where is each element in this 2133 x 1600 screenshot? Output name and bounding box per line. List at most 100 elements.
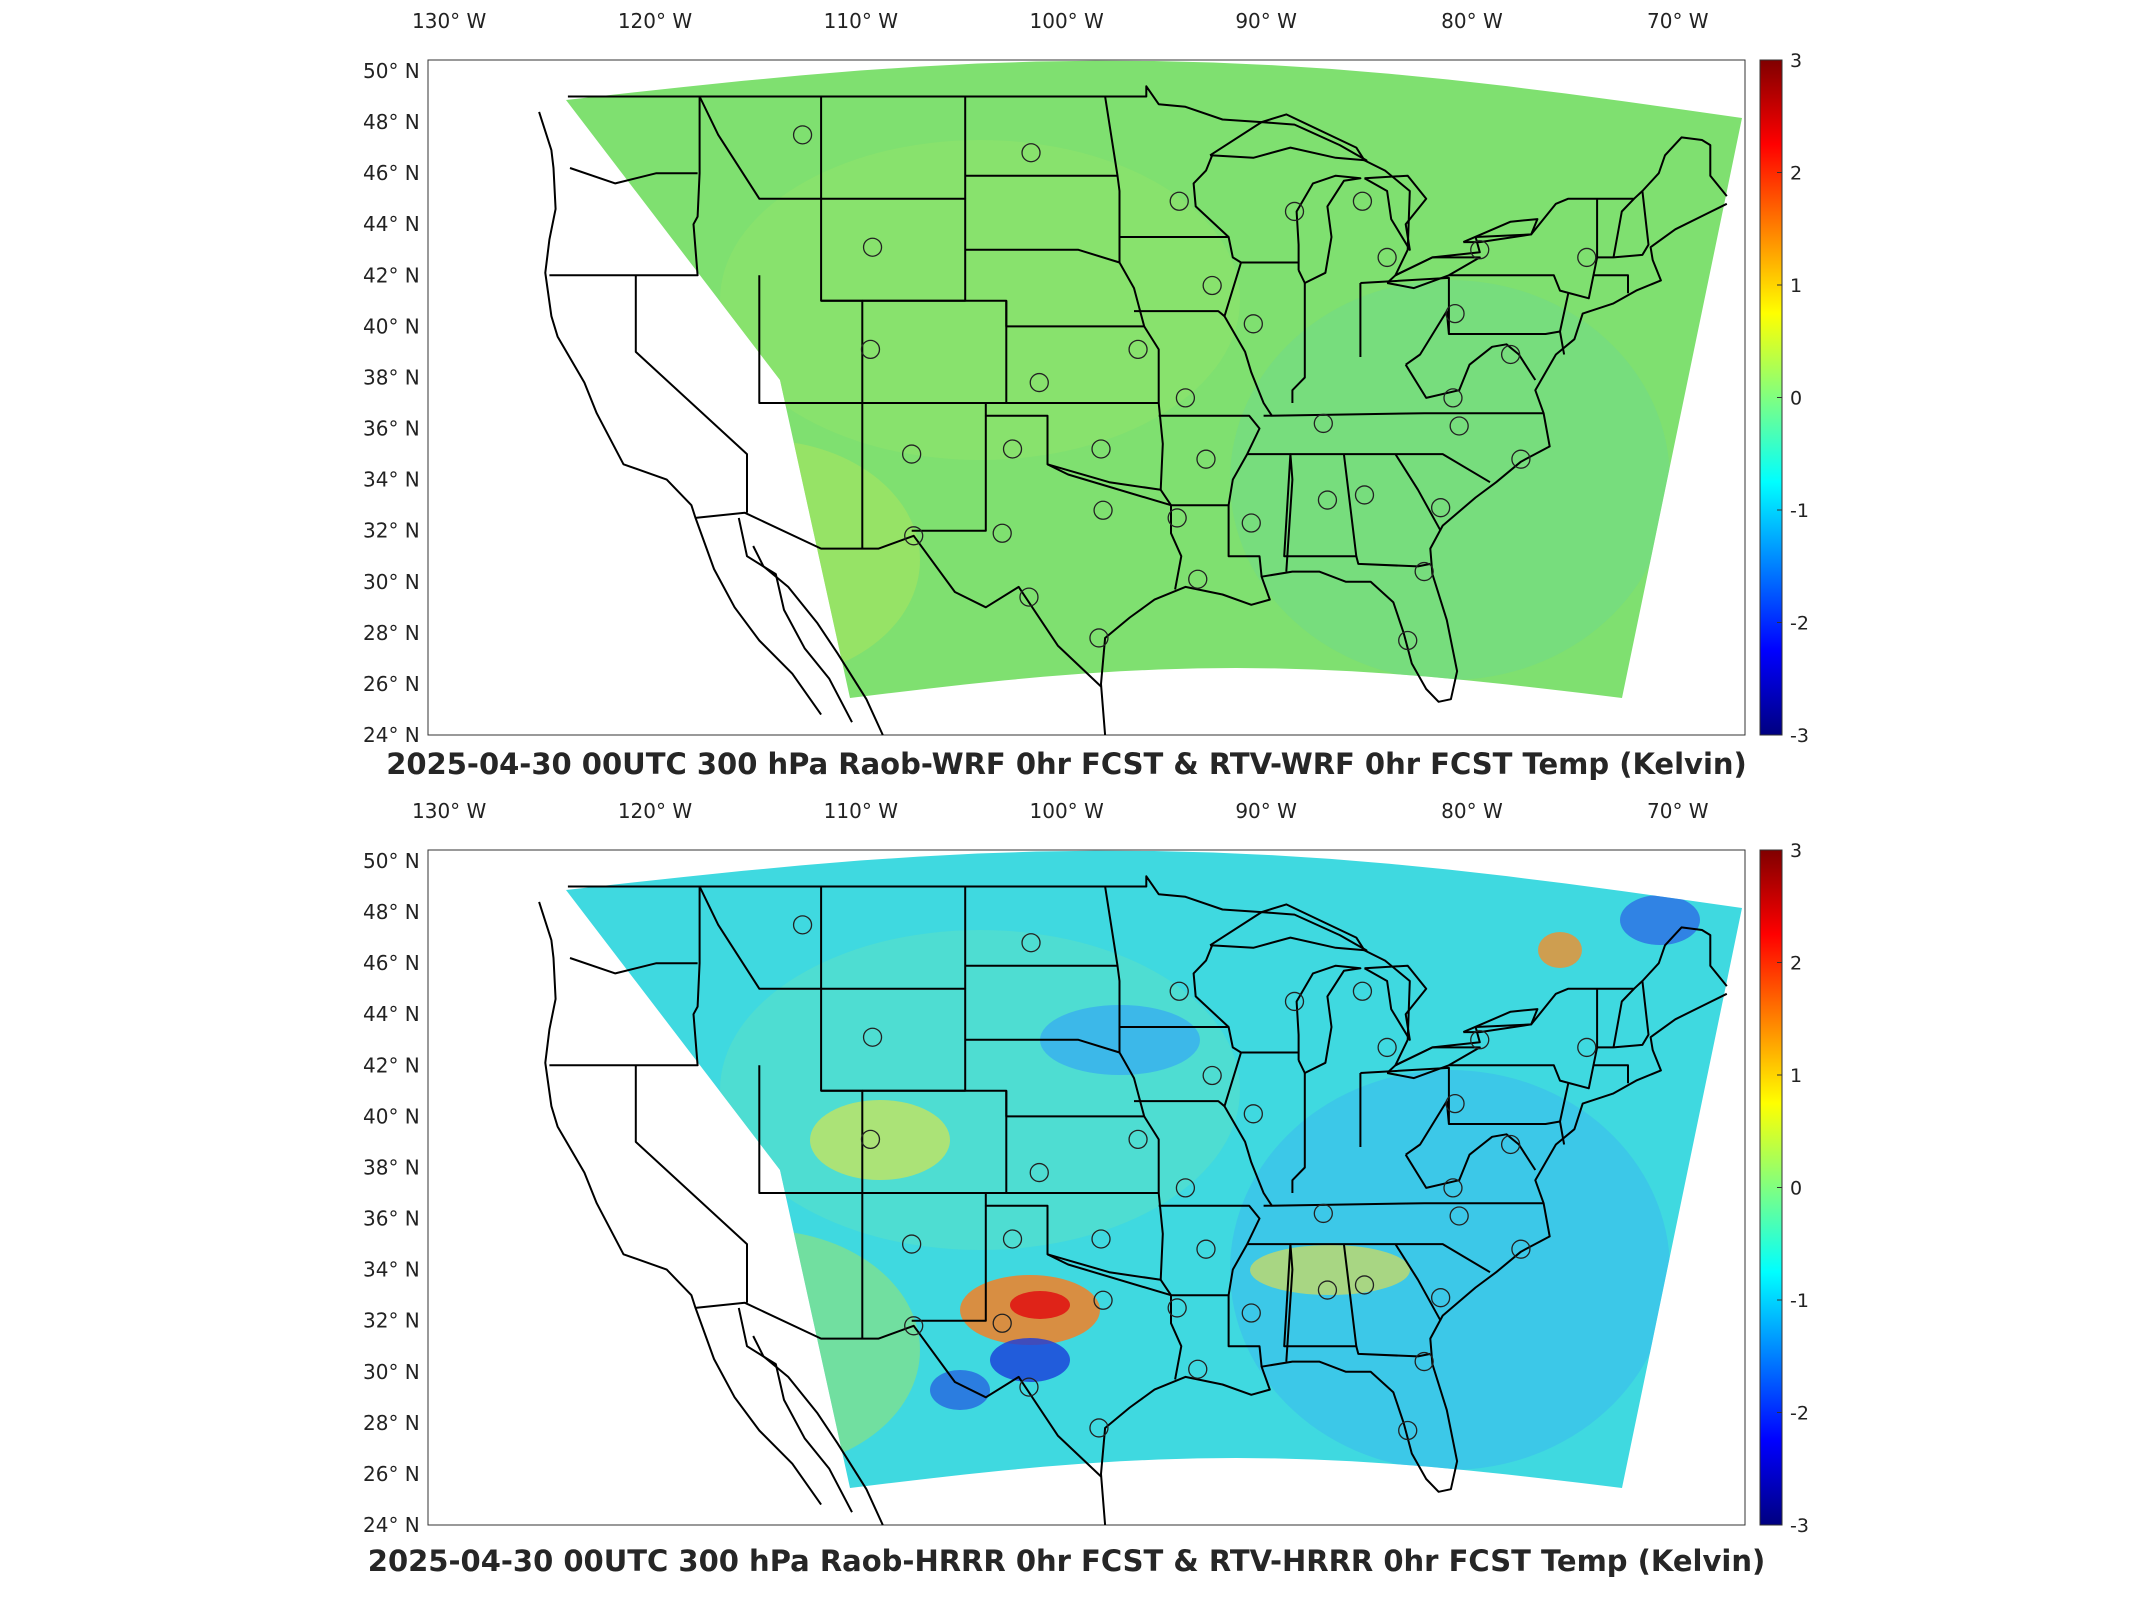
state-border: [1360, 1066, 1450, 1156]
state-border: [862, 1089, 1008, 1194]
raob-station-marker: [1430, 498, 1451, 518]
great-lake: [1364, 964, 1428, 1041]
great-lake: [1462, 1008, 1539, 1034]
raob-station-marker: [902, 444, 922, 464]
baja-coastline: [752, 1335, 884, 1526]
raob-station-marker: [1175, 1178, 1196, 1198]
map-panel-hrrr: 130° W 120° W 110° W 100° W 90° W 80° W 70° W 5…: [0, 790, 2133, 1600]
state-border: [984, 1192, 1164, 1281]
colorbar-tick-label: 2: [1790, 953, 1802, 975]
raob-station-marker: [792, 125, 813, 145]
colorbar-tick-label: -2: [1790, 613, 1809, 635]
lat-tick-label: 24° N: [363, 723, 420, 747]
lat-tick-label: 28° N: [363, 621, 420, 645]
east-coastline: [1100, 992, 1728, 1526]
raob-station-marker: [1169, 981, 1189, 1001]
great-lake: [1462, 218, 1539, 244]
colorbar-tick-label: 3: [1790, 50, 1802, 72]
state-border: [965, 886, 1121, 1054]
baja-coastline: [752, 545, 884, 736]
raob-station-marker: [860, 1129, 881, 1150]
raob-station-marker: [792, 915, 813, 935]
state-border: [1593, 274, 1629, 294]
lat-tick-label: 34° N: [363, 1258, 420, 1282]
lon-tick-label: 70° W: [1647, 799, 1709, 823]
state-border: [1355, 1345, 1431, 1358]
mexico-border: [695, 511, 1102, 688]
raob-station-marker: [1354, 485, 1375, 505]
raob-station-marker: [1443, 388, 1463, 408]
great-lake: [1295, 964, 1362, 1074]
lat-tick-label: 48° N: [363, 900, 420, 924]
state-border: [1612, 988, 1635, 1048]
raob-station-marker: [862, 1027, 883, 1047]
lat-tick-label: 46° N: [363, 951, 420, 975]
state-border: [1119, 1026, 1242, 1108]
lon-tick-label: 100° W: [1030, 9, 1105, 33]
state-border: [698, 96, 823, 200]
lon-tick-label: 130° W: [412, 9, 487, 33]
map-panel-wrf: 130° W 120° W 110° W 100° W 90° W 80° W 70° W 5…: [0, 0, 2133, 790]
raob-station-marker: [1449, 416, 1469, 436]
lon-tick-label: 90° W: [1235, 799, 1297, 823]
state-border: [1192, 154, 1230, 238]
state-border: [1291, 1073, 1306, 1193]
raob-station-marker: [992, 523, 1012, 543]
state-border: [1394, 1243, 1442, 1322]
raob-station-marker: [1021, 143, 1041, 163]
lat-tick-label: 26° N: [363, 1462, 420, 1486]
raob-station-marker: [1241, 513, 1261, 533]
state-border: [1448, 198, 1599, 300]
lat-tick-label: 24° N: [363, 1513, 420, 1537]
state-border: [1448, 988, 1599, 1090]
lat-tick-label: 50° N: [363, 59, 420, 83]
raob-station-marker: [1470, 1030, 1490, 1050]
state-border: [911, 415, 987, 532]
raob-station-marker: [1029, 372, 1049, 393]
raob-station-marker: [1196, 1239, 1216, 1259]
lat-tick-label: 32° N: [363, 1309, 420, 1333]
raob-station-marker: [1284, 991, 1305, 1012]
state-border: [1159, 1279, 1263, 1367]
lat-tick-label: 36° N: [363, 1207, 420, 1231]
state-border: [1006, 1115, 1160, 1194]
map-svg-hrrr: 130° W 120° W 110° W 100° W 90° W 80° W 70° W 5…: [363, 799, 1809, 1537]
raob-station-marker: [1091, 1229, 1111, 1249]
lon-tick-label: 80° W: [1441, 9, 1503, 33]
raob-station-marker: [860, 339, 881, 360]
raob-station-marker: [1577, 1037, 1597, 1058]
state-border: [634, 1065, 748, 1303]
raob-station-marker: [904, 526, 924, 546]
great-lake: [1386, 256, 1481, 290]
state-border: [698, 886, 823, 990]
state-border: [1559, 292, 1570, 355]
lon-tick-label: 110° W: [824, 9, 899, 33]
mexico-border: [695, 1301, 1102, 1478]
lat-tick-label: 38° N: [363, 1155, 420, 1179]
field-patch: [1230, 280, 1670, 680]
state-border: [1119, 236, 1242, 318]
lat-tick-label: 48° N: [363, 110, 420, 134]
state-border: [1247, 453, 1294, 572]
state-border: [1559, 1082, 1570, 1145]
raob-station-marker: [1089, 1418, 1109, 1438]
colorbar-tick-label: -2: [1790, 1403, 1809, 1425]
raob-station-marker: [1202, 275, 1222, 296]
raob-station-marker: [1093, 500, 1113, 520]
lon-tick-label: 110° W: [824, 799, 899, 823]
state-border: [1283, 453, 1358, 558]
raob-station-marker: [1169, 191, 1189, 211]
colorbar-tick-label: 3: [1790, 840, 1802, 862]
state-border: [1448, 1120, 1561, 1125]
raob-station-marker: [1414, 1351, 1434, 1372]
colorbar-tick-label: 0: [1790, 388, 1802, 410]
field-warm-anomaly: [1538, 932, 1582, 968]
raob-station-marker: [1500, 1134, 1521, 1155]
raob-station-marker: [1577, 247, 1597, 268]
field-warm-anomaly: [1250, 1245, 1410, 1295]
field-cold-anomaly: [930, 1370, 990, 1410]
state-border: [1223, 1105, 1273, 1207]
raob-station-marker: [1002, 439, 1023, 459]
lon-tick-label: 80° W: [1441, 799, 1503, 823]
raob-station-marker: [1449, 1206, 1469, 1226]
